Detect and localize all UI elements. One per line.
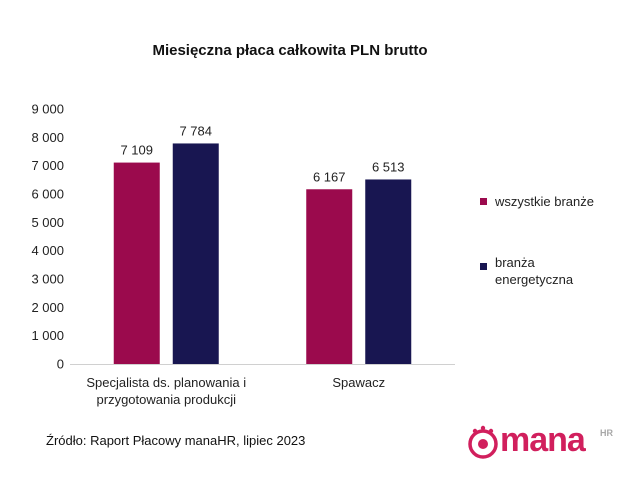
legend-item-all-industries: wszystkie branże bbox=[480, 194, 594, 209]
y-tick-label: 3 000 bbox=[31, 272, 64, 287]
y-tick-label: 9 000 bbox=[31, 102, 64, 117]
bar-value-label: 6 513 bbox=[372, 159, 405, 174]
legend-swatch-all-industries bbox=[480, 198, 487, 206]
y-axis: 0 1 000 2 000 3 000 4 000 5 000 6 000 7 000 8 00… bbox=[31, 102, 64, 372]
y-tick-label: 0 bbox=[57, 357, 64, 372]
bar bbox=[365, 179, 412, 364]
bar bbox=[113, 162, 160, 364]
y-tick-label: 7 000 bbox=[31, 158, 64, 173]
y-tick-label: 5 000 bbox=[31, 215, 64, 230]
bar-value-label: 7 784 bbox=[179, 123, 212, 138]
x-category-label: przygotowania produkcji bbox=[97, 392, 237, 407]
y-tick-label: 8 000 bbox=[31, 130, 64, 145]
bar bbox=[306, 189, 353, 364]
logo-wordmark: mana bbox=[500, 421, 586, 459]
bar-value-label: 6 167 bbox=[313, 169, 346, 184]
bar bbox=[172, 143, 219, 364]
legend-label-energy-line2: energetyczna bbox=[495, 272, 574, 287]
x-axis: Specjalista ds. planowania i przygotowani… bbox=[70, 364, 455, 407]
legend-label-all-industries: wszystkie branże bbox=[495, 194, 594, 209]
bar-value-label: 7 109 bbox=[120, 143, 153, 158]
x-category-label: Specjalista ds. planowania i bbox=[86, 375, 246, 390]
bars: 7 109 7 784 6 167 6 513 bbox=[113, 123, 412, 364]
y-tick-label: 2 000 bbox=[31, 300, 64, 315]
x-category-label: Spawacz bbox=[332, 375, 385, 390]
legend-label-energy-line1: branża bbox=[495, 255, 535, 270]
y-tick-label: 4 000 bbox=[31, 243, 64, 258]
mana-logo-icon bbox=[468, 425, 498, 459]
chart-title: Miesięczna płaca całkowita PLN brutto bbox=[152, 42, 428, 59]
y-tick-label: 6 000 bbox=[31, 187, 64, 202]
legend-item-energy-industry: branża energetyczna bbox=[480, 254, 573, 288]
source-note: Źródło: Raport Płacowy manaHR, lipiec 20… bbox=[46, 433, 306, 448]
logo-hr-mark: HR bbox=[600, 428, 613, 438]
legend-swatch-energy-industry bbox=[480, 263, 487, 271]
y-tick-label: 1 000 bbox=[31, 328, 64, 343]
